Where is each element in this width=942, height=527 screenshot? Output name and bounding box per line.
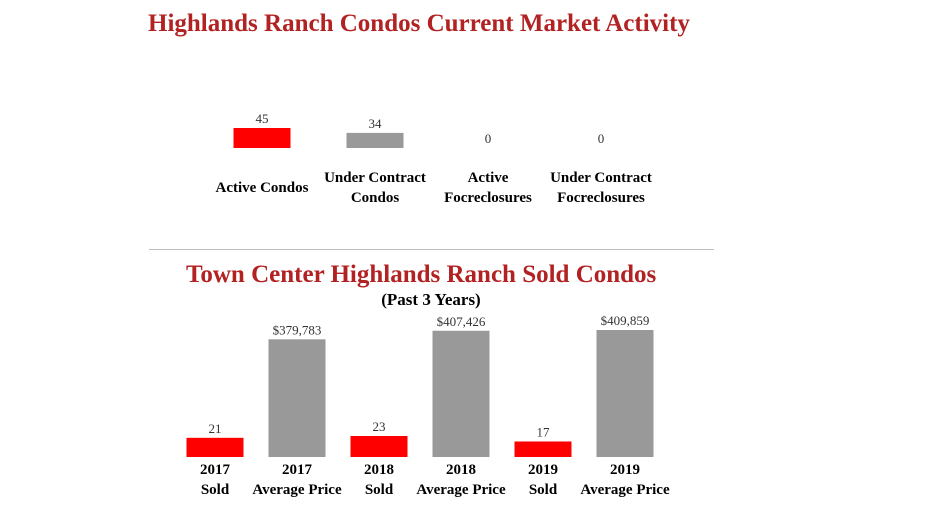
data-label-0-2: 0: [485, 131, 492, 146]
category-label-1-2: 2018 Sold: [364, 462, 394, 498]
data-label-0-0: 45: [256, 111, 269, 126]
data-label-1-2: 23: [373, 419, 386, 434]
chart-title-market-activity: Highlands Ranch Condos Current Market Ac…: [148, 10, 690, 37]
bar-1-2: [350, 436, 408, 457]
category-label-1-0: 2017 Sold: [200, 462, 231, 498]
bar-1-0: [186, 437, 244, 457]
data-label-0-1: 34: [369, 116, 383, 131]
chart-title-sold-condos: Town Center Highlands Ranch Sold Condos: [186, 261, 657, 288]
data-label-1-1: $379,783: [273, 322, 322, 337]
bar-0-0: [233, 128, 291, 148]
data-label-0-3: 0: [598, 131, 605, 146]
category-label-1-4: 2019 Sold: [528, 462, 558, 498]
category-label-0-1: Under Contract Condos: [324, 170, 426, 206]
category-label-0-3: Under Contract Focreclosures: [550, 170, 652, 206]
bar-1-3: [432, 330, 490, 457]
data-label-1-4: 17: [537, 424, 551, 439]
bar-1-1: [268, 339, 326, 457]
category-label-1-3: 2018 Average Price: [416, 462, 506, 498]
chart-subtitle: (Past 3 Years): [381, 290, 481, 309]
section-divider: [149, 249, 714, 250]
category-label-0-0: Active Condos: [216, 180, 309, 196]
category-label-1-1: 2017 Average Price: [252, 462, 342, 498]
category-label-1-5: 2019 Average Price: [580, 462, 670, 498]
bar-0-1: [346, 132, 404, 148]
bar-1-4: [514, 441, 572, 457]
category-label-0-2: Active Focreclosures: [444, 170, 532, 206]
data-label-1-0: 21: [209, 421, 222, 436]
bar-1-5: [596, 330, 654, 457]
data-label-1-5: $409,859: [601, 313, 650, 328]
data-label-1-3: $407,426: [437, 314, 486, 329]
